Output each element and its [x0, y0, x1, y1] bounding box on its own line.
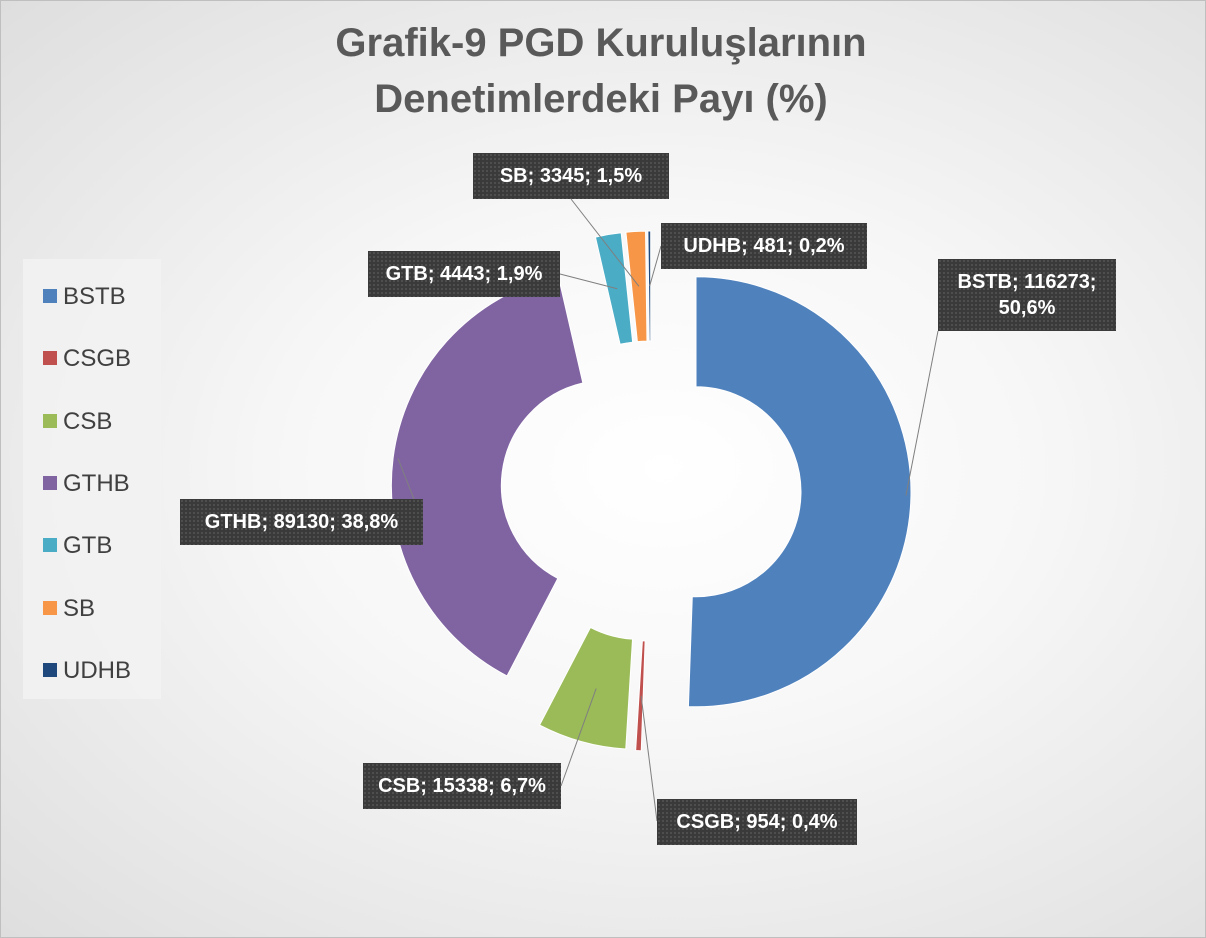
legend-swatch [43, 289, 57, 303]
data-label: CSB; 15338; 6,7% [363, 763, 561, 809]
legend-item: SB [43, 594, 95, 624]
legend-item: UDHB [43, 656, 131, 686]
donut-slice [390, 275, 584, 677]
legend-swatch [43, 662, 57, 677]
donut-slice [538, 626, 634, 750]
leader-line [570, 198, 640, 287]
legend-swatch [43, 600, 57, 615]
data-label: GTB; 4443; 1,9% [368, 251, 560, 297]
leader-line [649, 245, 662, 287]
legend-swatch [43, 538, 57, 553]
donut-slice [625, 230, 648, 343]
leader-line [905, 330, 939, 496]
legend-label: CSB [63, 407, 113, 435]
legend-label: GTHB [63, 469, 130, 497]
legend-label: GTB [63, 532, 113, 560]
legend-item: GTB [43, 531, 112, 561]
legend-swatch [43, 413, 57, 428]
legend: BSTB CSGB CSB GTHB GTB SB UDHB [23, 259, 161, 699]
legend-swatch [43, 475, 57, 490]
legend-item: CSGB [43, 344, 131, 374]
data-label: CSGB; 954; 0,4% [657, 799, 857, 845]
legend-label: UDHB [63, 656, 132, 684]
legend-swatch [43, 351, 57, 366]
legend-item: CSB [43, 407, 112, 437]
chart-title: Grafik-9 PGD Kuruluşlarının Denetimlerde… [335, 21, 867, 121]
legend-label: CSGB [63, 345, 132, 373]
leader-line [559, 273, 618, 290]
donut-slice [647, 230, 652, 342]
donut-slice [635, 640, 646, 752]
legend-label: BSTB [63, 283, 126, 310]
donut-slice [687, 276, 912, 708]
donut-slice [594, 232, 634, 345]
data-label: UDHB; 481; 0,2% [661, 223, 867, 269]
legend-item: GTHB [43, 469, 130, 499]
data-label: GTHB; 89130; 38,8% [180, 499, 423, 545]
legend-label: SB [63, 594, 96, 622]
leader-line [560, 688, 597, 787]
data-label: SB; 3345; 1,5% [473, 153, 669, 199]
leader-line [640, 695, 658, 822]
data-label: BSTB; 116273; 50,6% [938, 259, 1116, 331]
legend-item: BSTB [43, 282, 126, 312]
